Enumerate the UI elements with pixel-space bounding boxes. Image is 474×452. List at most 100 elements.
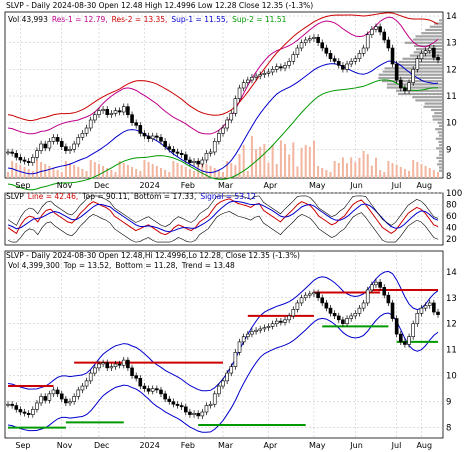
volume-bar <box>296 166 298 178</box>
bottom-panel-header: SLVP - Daily 2024-08-30 Open 12.48,Hi 12… <box>6 251 300 260</box>
candle-body <box>147 389 150 392</box>
candle-body <box>188 412 191 415</box>
candle-body <box>354 313 357 316</box>
y-tick-label: 8 <box>446 424 451 434</box>
volume-bar <box>168 172 170 178</box>
volume-bar <box>94 162 96 178</box>
candle-body <box>308 294 311 295</box>
candle-body <box>370 285 373 290</box>
volume-bar <box>98 164 100 178</box>
candle-body <box>374 27 377 30</box>
volume-profile-bar <box>405 42 443 44</box>
candle-body <box>164 141 167 146</box>
candle-body <box>395 64 398 80</box>
x-tick-label: Mar <box>218 441 234 450</box>
volume-bar <box>69 163 71 178</box>
volume-bar <box>36 160 38 178</box>
volume-profile-bar <box>414 51 443 53</box>
candle-body <box>250 332 253 335</box>
candle-body <box>267 72 270 73</box>
candle-body <box>180 153 183 154</box>
bottom-panel-subheader: Vol 4,399,300 Top = 13.52, Bottom = 11.28,… <box>8 261 235 270</box>
candle-body <box>416 313 419 323</box>
candle-body <box>31 409 34 414</box>
candle-body <box>155 389 158 390</box>
volume-bar <box>375 158 377 178</box>
candle-body <box>346 319 349 324</box>
candle-body <box>350 316 353 319</box>
x-tick-label: Aug <box>416 181 432 190</box>
candle-body <box>7 152 10 153</box>
candle-body <box>358 308 361 313</box>
header-part: Line = 42.46, <box>28 192 79 201</box>
candle-body <box>317 293 320 298</box>
x-tick-label: Jun <box>349 181 363 190</box>
candle-body <box>176 404 179 405</box>
candle-body <box>424 51 427 54</box>
volume-profile-bar <box>430 26 443 28</box>
candle-body <box>222 381 225 386</box>
candle-body <box>118 364 121 365</box>
volume-bar <box>276 164 278 178</box>
candle-body <box>184 155 187 160</box>
candle-body <box>428 303 431 306</box>
oscillator-panel: 10080604020 SLVP Line = 42.46, Top = 90.11… <box>5 189 462 245</box>
price-panel-bottom: 141312111098 Sep Nov Dec 2024 Feb Mar Apr May Ju… <box>5 251 457 450</box>
x-tick-label: Nov <box>57 181 73 190</box>
candle-body <box>403 88 406 91</box>
candle-body <box>69 402 72 403</box>
candle-body <box>263 328 266 329</box>
candle-body <box>118 111 121 112</box>
candle-body <box>395 319 398 335</box>
volume-bar <box>65 161 67 178</box>
y-tick-label: 10 <box>446 372 457 382</box>
volume-profile-bar <box>439 160 443 162</box>
x-tick-label: Jun <box>349 441 363 450</box>
volume-bar <box>354 162 356 178</box>
candle-body <box>188 160 191 163</box>
candle-body <box>102 109 105 110</box>
price-panel-top: 141312111098 Sep Nov Dec 2024 Feb Mar Apr May Ju… <box>5 1 457 190</box>
candle-body <box>296 48 299 55</box>
candle-body <box>35 151 38 158</box>
candle-body <box>89 373 92 381</box>
candle-body <box>304 40 307 43</box>
volume-bar <box>172 161 174 178</box>
candle-body <box>164 394 167 399</box>
header-part: Res-2 = 13.35, <box>112 15 168 24</box>
header-part: Vol 4,399,300 <box>8 261 60 270</box>
header-part: Top = 90.11, <box>81 192 130 201</box>
candle-body <box>308 39 311 40</box>
candle-body <box>102 363 105 364</box>
y-tick-label: 13 <box>446 39 457 49</box>
candle-body <box>168 147 171 150</box>
candle-body <box>172 402 175 405</box>
y-tick-label: 100 <box>446 189 462 199</box>
candle-body <box>114 111 117 114</box>
header-part: Sup-1 = 11.55, <box>171 15 228 24</box>
candle-body <box>350 61 353 64</box>
candle-body <box>135 376 138 379</box>
candle-body <box>242 337 245 342</box>
candle-body <box>255 76 258 77</box>
volume-bar <box>301 148 303 178</box>
candle-body <box>184 407 187 412</box>
candle-body <box>341 320 344 324</box>
volume-bar <box>185 167 187 178</box>
candle-body <box>11 152 14 153</box>
candle-body <box>159 137 162 141</box>
volume-profile-bar <box>423 106 443 108</box>
candle-body <box>267 326 270 327</box>
candle-body <box>197 413 200 416</box>
candle-body <box>362 303 365 308</box>
candle-body <box>337 61 340 65</box>
x-tick-label: Sep <box>15 441 30 450</box>
candle-body <box>110 367 113 368</box>
candle-body <box>255 330 258 331</box>
candle-body <box>209 404 212 405</box>
candle-body <box>312 37 315 38</box>
x-tick-label: Dec <box>94 441 109 450</box>
volume-profile-bar <box>436 157 443 159</box>
candle-body <box>379 282 382 287</box>
volume-profile-bar <box>412 96 443 98</box>
